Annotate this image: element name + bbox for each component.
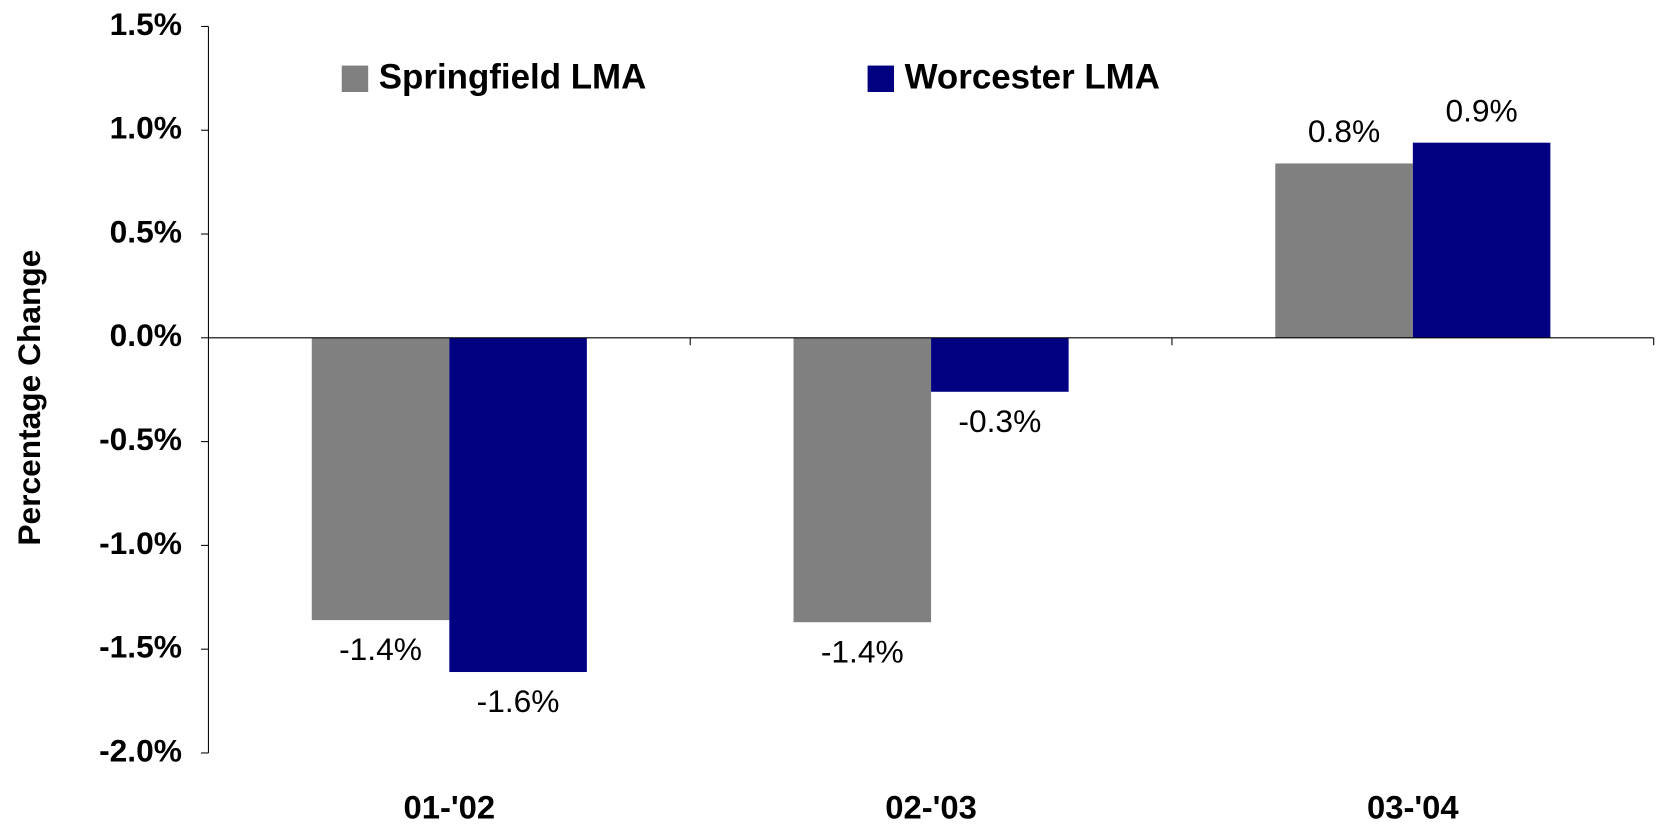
value-label: 0.8% (1308, 113, 1380, 149)
bar (1412, 142, 1551, 338)
y-tick-label: -1.0% (99, 525, 182, 561)
bar (311, 337, 450, 621)
value-label: -0.3% (958, 403, 1041, 439)
x-tick-label: 01-'02 (403, 789, 495, 826)
bar (793, 337, 932, 623)
value-label: -1.4% (339, 631, 422, 667)
y-tick-label: 1.0% (110, 110, 182, 146)
y-tick-label: -0.5% (99, 421, 182, 457)
value-label: -1.6% (477, 683, 560, 719)
y-tick-label: -1.5% (99, 629, 182, 665)
y-tick-label: 0.0% (110, 317, 182, 353)
y-axis-title: Percentage Change (11, 250, 47, 546)
legend-label: Worcester LMA (905, 58, 1160, 97)
value-label: 0.9% (1445, 92, 1517, 128)
legend-swatch (341, 65, 369, 93)
legend-swatch (867, 65, 895, 93)
y-tick-label: -2.0% (99, 732, 182, 768)
y-tick-label: 1.5% (110, 6, 182, 42)
bar (449, 337, 587, 673)
bar (1275, 163, 1413, 338)
bar (931, 337, 1069, 392)
x-tick-label: 03-'04 (1367, 789, 1459, 826)
value-label: -1.4% (821, 633, 904, 669)
x-tick-label: 02-'03 (885, 789, 977, 826)
y-tick-label: 0.5% (110, 213, 182, 249)
legend-label: Springfield LMA (379, 58, 647, 97)
